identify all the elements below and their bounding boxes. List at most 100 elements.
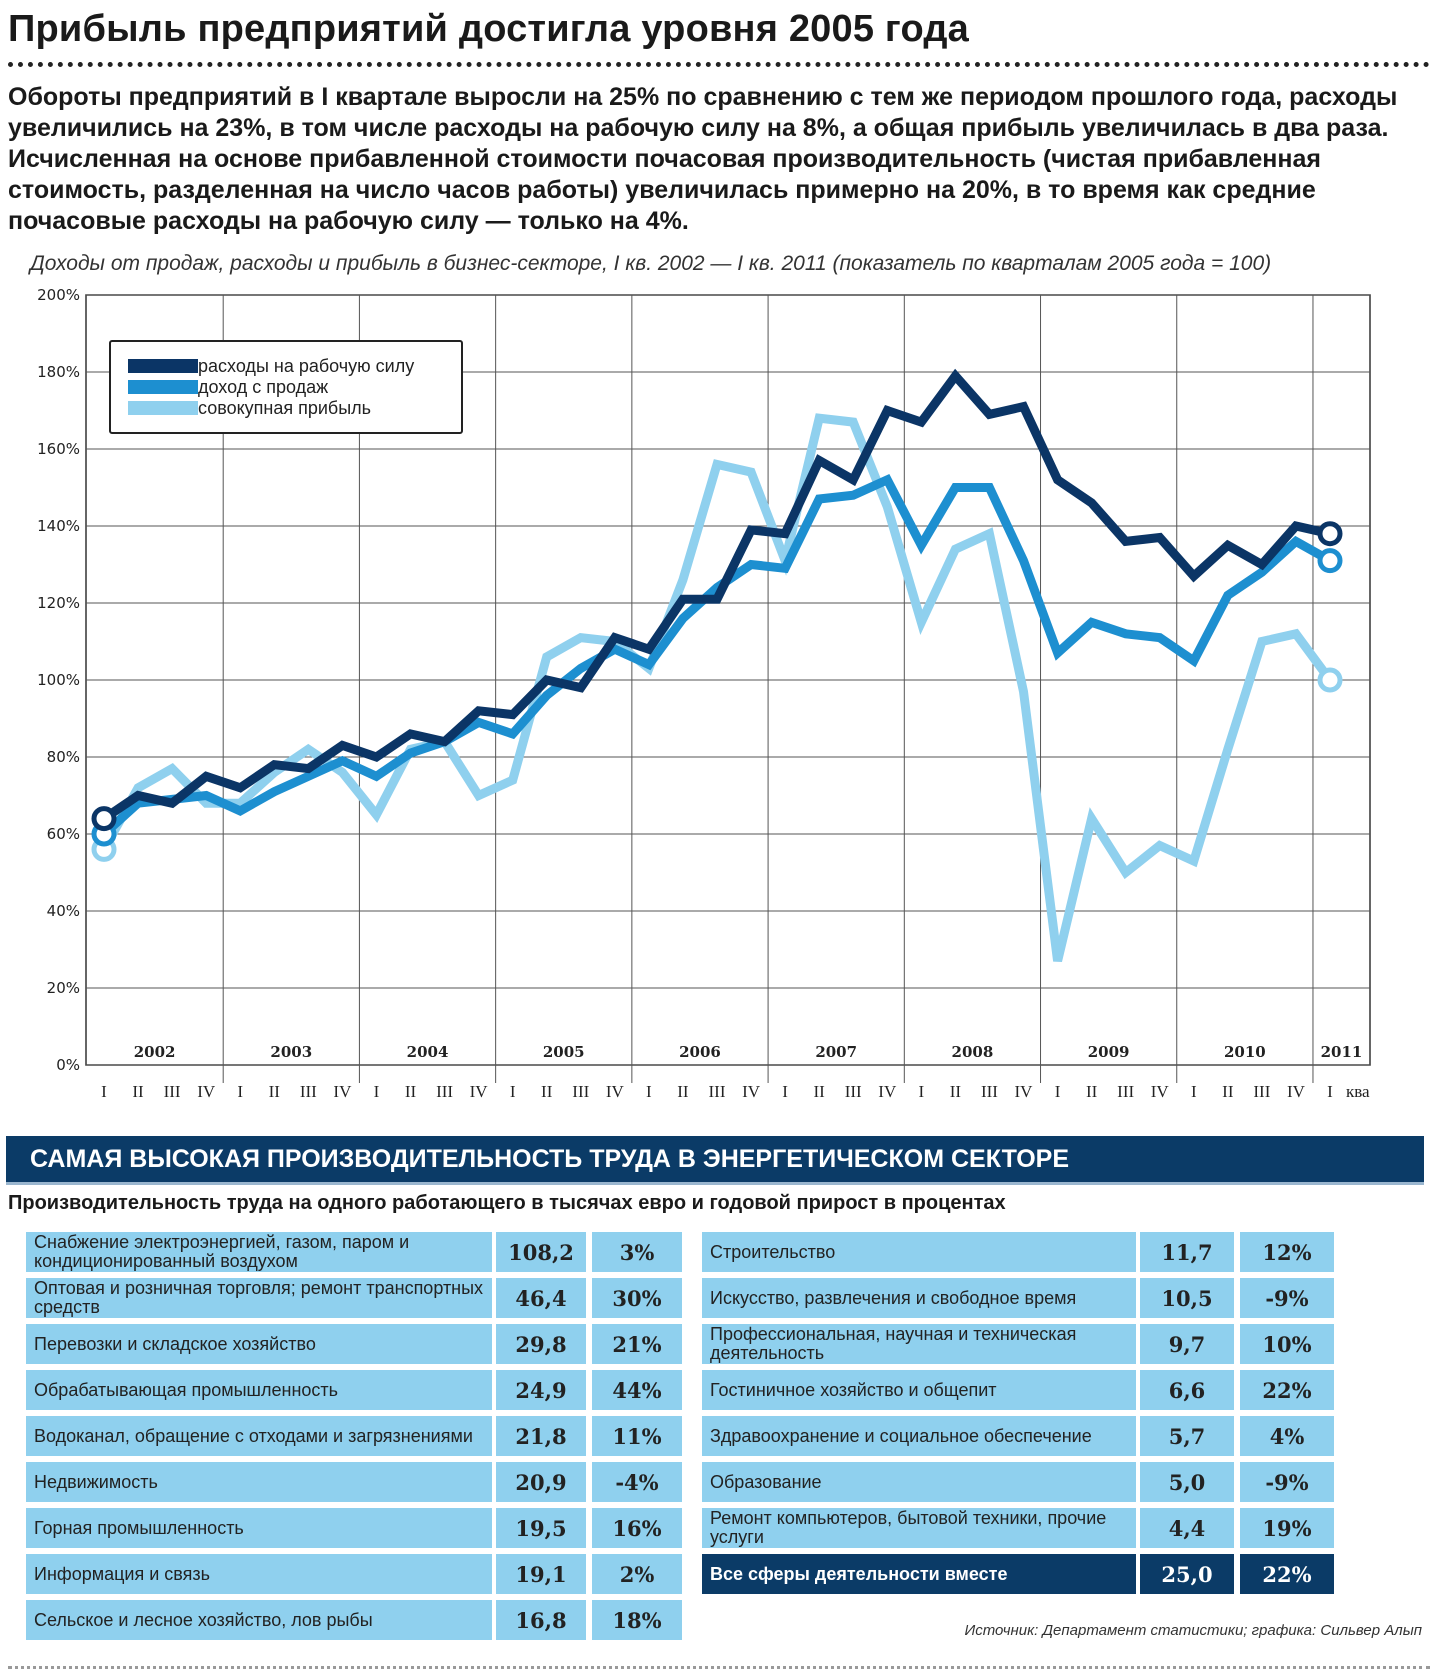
table-row: Водоканал, обращение с отходами и загряз… xyxy=(26,1416,682,1456)
quarter-label: II xyxy=(814,1082,826,1101)
growth-percent: 12% xyxy=(1240,1232,1334,1272)
y-tick-label: 80% xyxy=(47,748,80,766)
quarter-label: I xyxy=(237,1082,243,1101)
growth-percent: 18% xyxy=(592,1600,682,1640)
sector-name: Перевозки и складское хозяйство xyxy=(26,1324,492,1364)
sector-name: Здравоохранение и социальное обеспечение xyxy=(702,1416,1136,1456)
legend-label: совокупная прибыль xyxy=(198,398,371,418)
sector-name: Сельское и лесное хозяйство, лов рыбы xyxy=(26,1600,492,1640)
quarter-label: II xyxy=(132,1082,144,1101)
growth-percent: 3% xyxy=(592,1232,682,1272)
sector-name: Недвижимость xyxy=(26,1462,492,1502)
series-end-marker xyxy=(1317,667,1343,693)
productivity-value: 6,6 xyxy=(1140,1370,1234,1410)
year-label: 2010 xyxy=(1224,1043,1266,1061)
legend-label: доход с продаж xyxy=(198,377,328,397)
y-tick-label: 120% xyxy=(37,594,80,612)
growth-percent: 4% xyxy=(1240,1416,1334,1456)
quarter-label: IV xyxy=(742,1082,761,1101)
productivity-value: 24,9 xyxy=(496,1370,586,1410)
year-label: 2008 xyxy=(952,1043,994,1061)
y-tick-label: 100% xyxy=(37,671,80,689)
source-note: Источник: Департамент статистики; график… xyxy=(964,1622,1422,1639)
year-label: 2009 xyxy=(1088,1043,1130,1061)
growth-percent: -4% xyxy=(592,1462,682,1502)
legend-swatch xyxy=(128,401,198,415)
table-row: Профессиональная, научная и техническая … xyxy=(702,1324,1334,1364)
quarter-label: III xyxy=(981,1082,998,1101)
table-row: Снабжение электроэнергией, газом, паром … xyxy=(26,1232,682,1272)
series-line xyxy=(101,368,1331,823)
series-end-marker xyxy=(1317,548,1343,574)
table-row: Здравоохранение и социальное обеспечение… xyxy=(702,1416,1334,1456)
table-row: Гостиничное хозяйство и общепит 6,6 22% xyxy=(702,1370,1334,1410)
quarter-label: II xyxy=(1086,1082,1098,1101)
quarter-label: III xyxy=(845,1082,862,1101)
page-title: Прибыль предприятий достигла уровня 2005… xyxy=(8,8,970,50)
series-line xyxy=(100,413,1334,963)
y-tick-label: 20% xyxy=(47,979,80,997)
quarter-label: III xyxy=(164,1082,181,1101)
chart-subtitle: Доходы от продаж, расходы и прибыль в би… xyxy=(30,252,1272,275)
quarter-label: II xyxy=(405,1082,417,1101)
growth-percent: 22% xyxy=(1240,1554,1334,1594)
sector-name: Строительство xyxy=(702,1232,1136,1272)
productivity-value: 20,9 xyxy=(496,1462,586,1502)
legend-swatch xyxy=(128,380,198,394)
quarter-label: III xyxy=(300,1082,317,1101)
quarter-label: I xyxy=(646,1082,652,1101)
productivity-value: 46,4 xyxy=(496,1278,586,1318)
quarter-label: IV xyxy=(470,1082,489,1101)
growth-percent: 16% xyxy=(592,1508,682,1548)
productivity-value: 9,7 xyxy=(1140,1324,1234,1364)
sector-name: Профессиональная, научная и техническая … xyxy=(702,1324,1136,1364)
series-start-marker xyxy=(91,806,117,832)
table-row: Информация и связь 19,1 2% xyxy=(26,1554,682,1594)
y-tick-label: 140% xyxy=(37,517,80,535)
productivity-value: 19,1 xyxy=(496,1554,586,1594)
sector-name: Образование xyxy=(702,1462,1136,1502)
quarter-label: III xyxy=(709,1082,726,1101)
y-tick-label: 40% xyxy=(47,902,80,920)
quarter-label: I xyxy=(1327,1082,1333,1101)
quarter-label: I xyxy=(374,1082,380,1101)
quarter-label: IV xyxy=(606,1082,625,1101)
table-row: Горная промышленность 19,5 16% xyxy=(26,1508,682,1548)
table-row: Сельское и лесное хозяйство, лов рыбы 16,… xyxy=(26,1600,682,1640)
quarter-label: II xyxy=(269,1082,281,1101)
table-row: Ремонт компьютеров, бытовой техники, про… xyxy=(702,1508,1334,1548)
legend-label: расходы на рабочую силу xyxy=(198,356,414,376)
bottom-dotted-divider xyxy=(8,1666,1430,1669)
quarter-label: I xyxy=(918,1082,924,1101)
quarter-label: II xyxy=(541,1082,553,1101)
quarter-label: IV xyxy=(1287,1082,1306,1101)
sector-name: Все сферы деятельности вместе xyxy=(702,1554,1136,1594)
productivity-value: 16,8 xyxy=(496,1600,586,1640)
quarter-label: III xyxy=(436,1082,453,1101)
quarter-label: IV xyxy=(1015,1082,1034,1101)
year-label: 2007 xyxy=(815,1043,857,1061)
productivity-value: 10,5 xyxy=(1140,1278,1234,1318)
table-row: Образование 5,0 -9% xyxy=(702,1462,1334,1502)
growth-percent: 21% xyxy=(592,1324,682,1364)
table-row: Строительство 11,7 12% xyxy=(702,1232,1334,1272)
table-row: Перевозки и складское хозяйство 29,8 21% xyxy=(26,1324,682,1364)
quarter-label: IV xyxy=(197,1082,216,1101)
year-label: 2004 xyxy=(407,1043,449,1061)
sector-name: Гостиничное хозяйство и общепит xyxy=(702,1370,1136,1410)
productivity-value: 11,7 xyxy=(1140,1232,1234,1272)
growth-percent: 2% xyxy=(592,1554,682,1594)
table-row: Искусство, развлечения и свободное время… xyxy=(702,1278,1334,1318)
sector-name: Ремонт компьютеров, бытовой техники, про… xyxy=(702,1508,1136,1548)
growth-percent: -9% xyxy=(1240,1462,1334,1502)
sector-name: Водоканал, обращение с отходами и загряз… xyxy=(26,1416,492,1456)
table-row: Недвижимость 20,9 -4% xyxy=(26,1462,682,1502)
y-tick-label: 60% xyxy=(47,825,80,843)
quarter-label: III xyxy=(572,1082,589,1101)
sector-name: Горная промышленность xyxy=(26,1508,492,1548)
quarter-label: II xyxy=(1222,1082,1234,1101)
y-tick-label: 180% xyxy=(37,363,80,381)
table-banner-title: САМАЯ ВЫСОКАЯ ПРОИЗВОДИТЕЛЬНОСТЬ ТРУДА В… xyxy=(30,1145,1070,1173)
y-tick-label: 0% xyxy=(56,1056,80,1074)
sector-name: Информация и связь xyxy=(26,1554,492,1594)
